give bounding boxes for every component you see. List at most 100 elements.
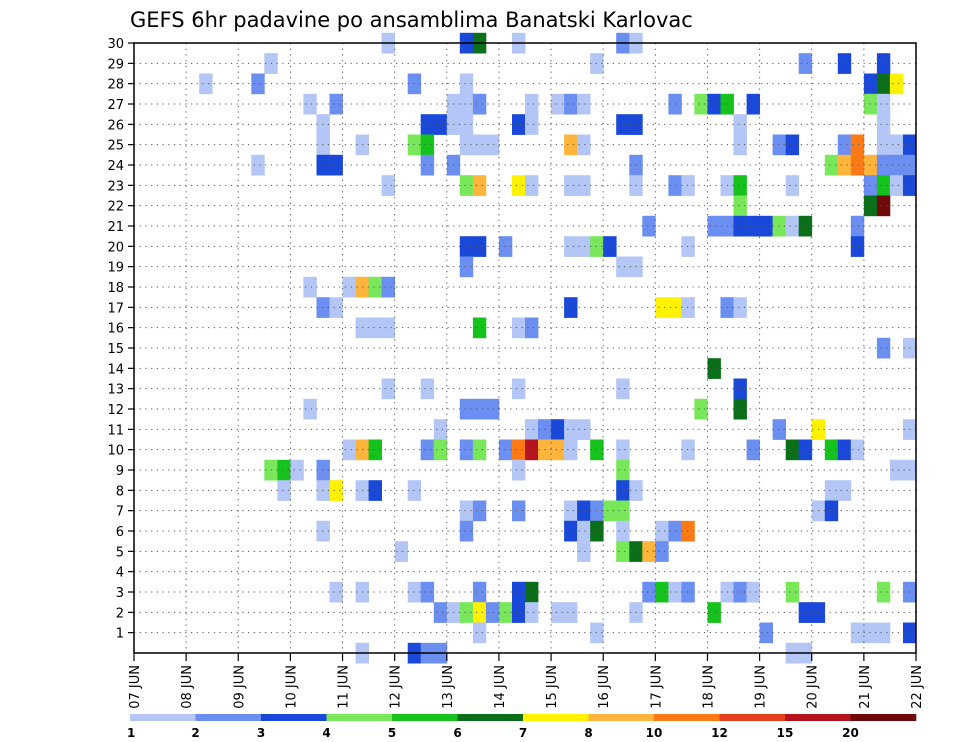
heat-cell <box>694 93 708 115</box>
heat-cell <box>277 459 291 481</box>
heat-cell <box>616 256 630 278</box>
x-tick-label: 10 JUN <box>284 665 299 709</box>
heat-cell <box>512 114 526 135</box>
y-tick-label: 16 <box>107 322 124 337</box>
heat-cell <box>889 73 904 95</box>
heat-cell <box>577 541 591 562</box>
heat-cell <box>525 602 539 623</box>
heat-cell <box>472 622 487 644</box>
heat-cell <box>329 297 343 318</box>
heat-cell <box>642 581 656 603</box>
heat-cell <box>512 317 526 339</box>
heat-cell <box>472 93 487 115</box>
heat-cell <box>850 154 865 176</box>
x-tick-label: 09 JUN <box>232 665 247 709</box>
heat-cell <box>785 581 800 603</box>
heat-cell <box>564 175 578 196</box>
x-tick-label: 07 JUN <box>128 665 143 709</box>
heat-cell <box>577 175 591 196</box>
heat-cell <box>472 439 487 461</box>
heat-cell <box>642 541 656 562</box>
heat-cell <box>472 602 487 623</box>
heat-cell <box>564 439 578 461</box>
heat-cell <box>433 114 448 135</box>
x-tick-label: 20 JUN <box>806 665 821 709</box>
heat-cell <box>564 419 578 440</box>
heat-cell <box>342 276 356 298</box>
heat-cell <box>459 134 474 156</box>
heat-cell <box>564 134 578 156</box>
y-tick-label: 24 <box>107 159 124 174</box>
heat-cell <box>681 581 695 603</box>
x-axis: 07 JUN 08 JUN 09 JUN 10 JUN 11 JUN 12 JUN 13 J… <box>128 653 925 709</box>
heat-cell <box>863 93 878 115</box>
x-tick-label: 22 JUN <box>910 665 925 709</box>
heat-cell <box>746 439 760 461</box>
heat-cell <box>525 93 539 115</box>
heat-cell <box>472 398 487 420</box>
heat-cell <box>798 602 813 623</box>
y-tick-label: 21 <box>107 220 124 235</box>
heat-cell <box>342 439 356 461</box>
colorbar-label: 12 <box>711 726 728 740</box>
heat-cell <box>850 622 865 644</box>
heat-cell <box>564 602 578 623</box>
heat-cell <box>642 215 656 237</box>
colorbar-label: 8 <box>584 726 592 740</box>
y-tick-label: 20 <box>107 240 124 255</box>
y-tick-label: 25 <box>107 139 124 154</box>
heat-cell <box>329 154 343 176</box>
heat-cell <box>850 236 865 257</box>
y-tick-label: 13 <box>107 383 124 398</box>
heat-cell <box>394 541 409 562</box>
heat-cell <box>564 236 578 257</box>
heat-cell <box>420 378 435 400</box>
heat-cell <box>551 602 565 623</box>
heat-cell <box>876 581 891 603</box>
heat-cell <box>850 134 865 156</box>
heat-cell <box>655 581 669 603</box>
heat-cell <box>785 439 800 461</box>
grid-lines <box>134 42 916 653</box>
heat-cell <box>525 419 539 440</box>
heat-cell <box>733 215 747 237</box>
heat-cell <box>512 378 526 400</box>
heat-cell <box>485 602 500 623</box>
heat-cell <box>785 134 800 156</box>
heat-cell <box>707 602 721 623</box>
colorbar-label: 3 <box>257 726 265 740</box>
heat-cell <box>655 541 669 562</box>
heat-cell <box>616 480 630 501</box>
heat-cell <box>512 459 526 481</box>
heat-cell <box>577 520 591 542</box>
colorbar-swatch <box>130 714 196 721</box>
heat-cell <box>420 439 435 461</box>
y-tick-label: 30 <box>107 37 124 52</box>
heat-cell <box>303 93 317 115</box>
heat-cell <box>837 480 852 501</box>
colorbar-label: 4 <box>322 726 330 740</box>
heat-cell <box>759 622 773 644</box>
y-tick-label: 4 <box>116 566 124 581</box>
heat-cell <box>485 134 500 156</box>
heat-cell <box>616 520 630 542</box>
heat-cell <box>433 419 448 440</box>
heat-cell <box>329 581 343 603</box>
heat-cell <box>603 500 617 522</box>
colorbar: 1 2 3 4 5 6 7 8 10 12 15 20 <box>127 714 917 740</box>
colorbar-label: 2 <box>191 726 199 740</box>
heat-cell <box>420 154 435 176</box>
heat-cell <box>876 114 891 135</box>
heat-cell <box>616 459 630 481</box>
heat-cell <box>329 93 343 115</box>
heat-cell <box>876 53 891 74</box>
heat-cell <box>577 93 591 115</box>
heat-cell <box>459 439 474 461</box>
x-tick-label: 15 JUN <box>545 665 560 709</box>
heat-cell <box>746 93 760 115</box>
y-tick-label: 7 <box>116 505 124 520</box>
heat-cell <box>876 622 891 644</box>
heat-cell <box>564 500 578 522</box>
heatmap-cells <box>199 32 917 664</box>
